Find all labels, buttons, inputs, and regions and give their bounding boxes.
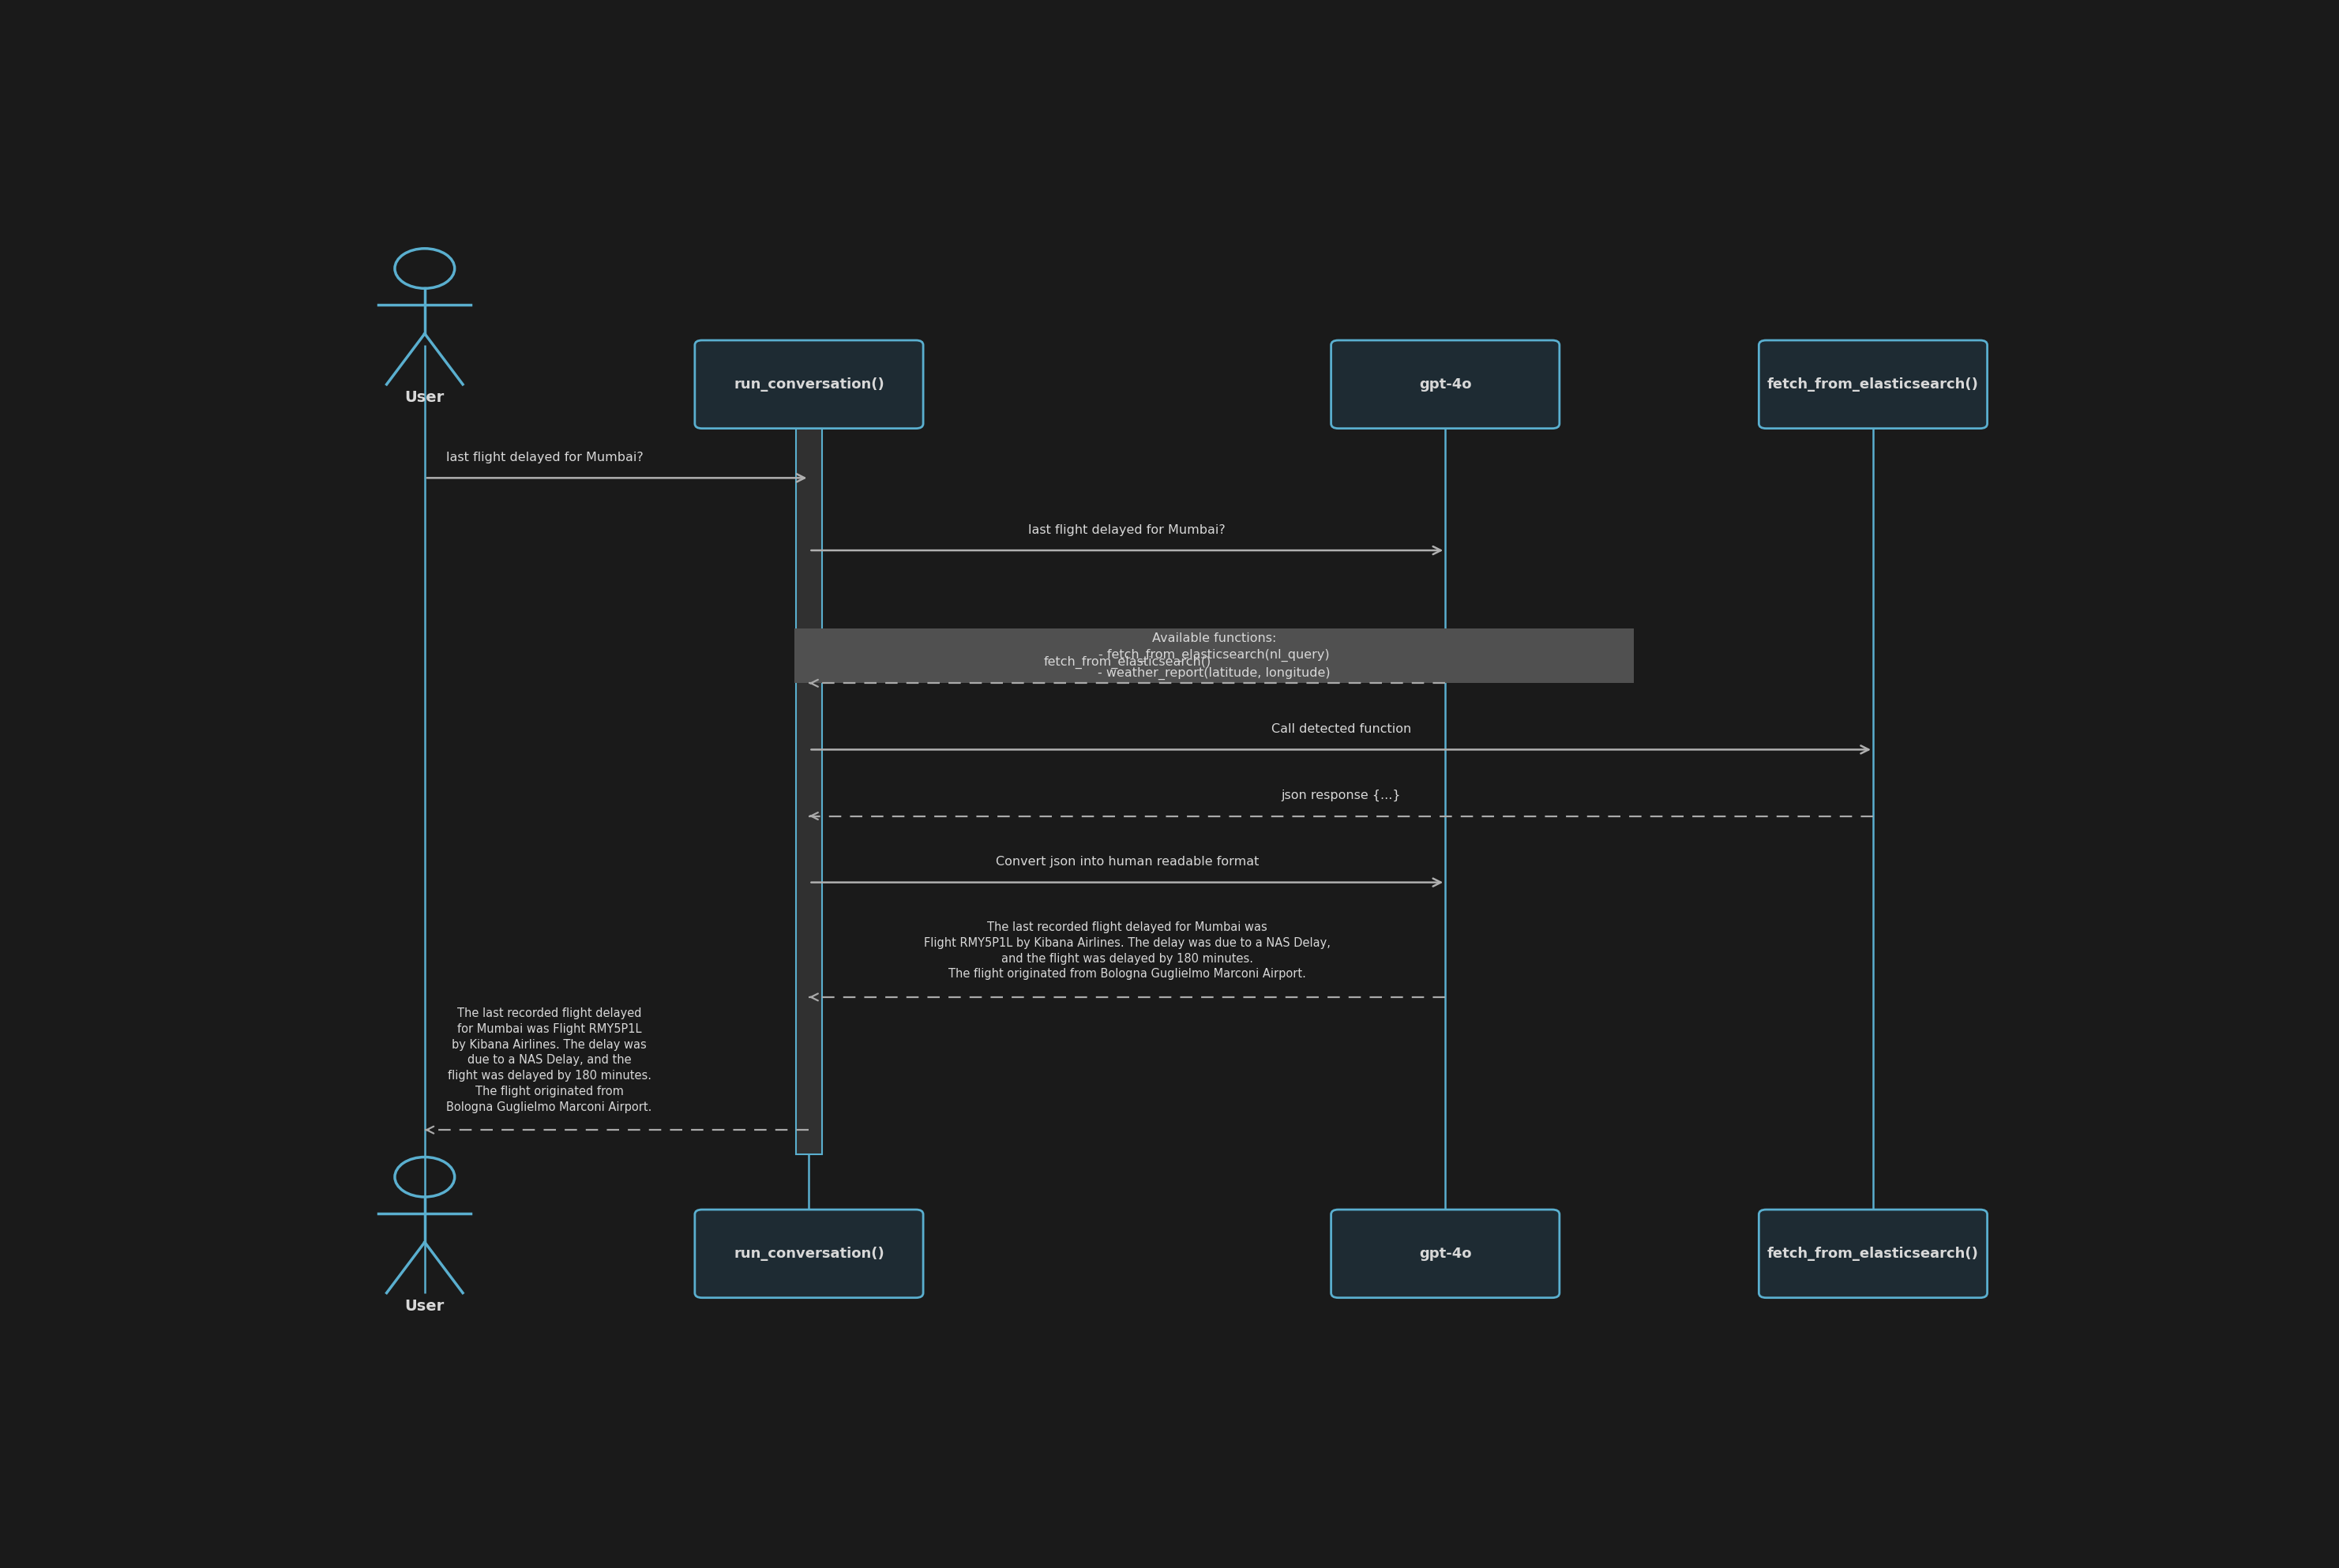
Text: last flight delayed for Mumbai?: last flight delayed for Mumbai? [447, 452, 643, 464]
Text: The last recorded flight delayed
for Mumbai was Flight RMY5P1L
by Kibana Airline: The last recorded flight delayed for Mum… [447, 1007, 653, 1113]
Text: fetch_from_elasticsearch(): fetch_from_elasticsearch() [1768, 1247, 1979, 1261]
Text: fetch_from_elasticsearch(): fetch_from_elasticsearch() [1043, 655, 1212, 668]
FancyBboxPatch shape [1331, 1209, 1560, 1298]
Text: gpt-4o: gpt-4o [1420, 1247, 1471, 1261]
Text: Available functions:
- fetch_from_elasticsearch(nl_query)
- weather_report(latit: Available functions: - fetch_from_elasti… [1097, 632, 1331, 679]
Text: Call detected function: Call detected function [1270, 723, 1410, 735]
FancyBboxPatch shape [695, 340, 924, 428]
Text: fetch_from_elasticsearch(): fetch_from_elasticsearch() [1768, 378, 1979, 392]
Text: last flight delayed for Mumbai?: last flight delayed for Mumbai? [1029, 524, 1226, 536]
Text: json response {...}: json response {...} [1282, 790, 1401, 801]
FancyBboxPatch shape [1759, 340, 1988, 428]
FancyBboxPatch shape [795, 629, 1635, 684]
Text: gpt-4o: gpt-4o [1420, 378, 1471, 392]
Text: Convert json into human readable format: Convert json into human readable format [996, 856, 1258, 869]
FancyBboxPatch shape [695, 1209, 924, 1298]
FancyBboxPatch shape [1759, 1209, 1988, 1298]
Text: User: User [405, 1298, 444, 1314]
FancyBboxPatch shape [795, 426, 821, 1154]
FancyBboxPatch shape [1331, 340, 1560, 428]
Text: User: User [405, 390, 444, 406]
Text: run_conversation(): run_conversation() [734, 378, 884, 392]
Text: The last recorded flight delayed for Mumbai was
Flight RMY5P1L by Kibana Airline: The last recorded flight delayed for Mum… [924, 922, 1331, 980]
Text: run_conversation(): run_conversation() [734, 1247, 884, 1261]
